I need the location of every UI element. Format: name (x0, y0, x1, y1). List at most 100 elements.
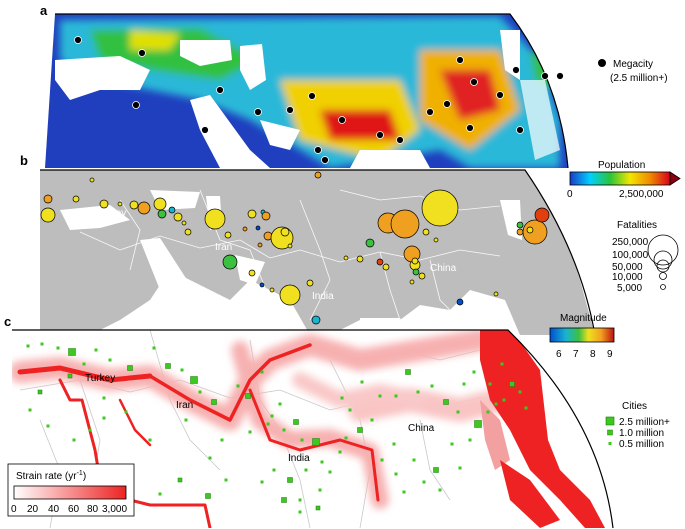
city-marker (281, 497, 287, 503)
city-marker (287, 477, 293, 483)
earthquake-marker (421, 189, 459, 227)
megacity-dot (396, 136, 404, 144)
city-marker (509, 381, 515, 387)
earthquake-marker (409, 279, 415, 285)
city-marker (340, 396, 344, 400)
megacity-legend-sublabel: (2.5 million+) (610, 73, 668, 84)
country-label-india-c: India (288, 453, 310, 464)
earthquake-marker (280, 227, 290, 237)
earthquake-marker (259, 282, 265, 288)
population-colorbar-arrow (669, 171, 681, 186)
strain-tick-40: 40 (48, 504, 60, 515)
city-legend-label-small: 0.5 million (619, 439, 664, 450)
city-marker (394, 472, 398, 476)
city-marker (266, 422, 270, 426)
city-marker (282, 428, 286, 432)
earthquake-marker (534, 207, 550, 223)
city-marker (108, 358, 112, 362)
earthquake-marker (279, 284, 301, 306)
country-label-turkey-b: Turkey (96, 208, 126, 219)
city-marker (236, 384, 240, 388)
earthquake-marker (43, 194, 53, 204)
city-marker (443, 399, 449, 405)
city-marker (360, 380, 364, 384)
city-marker (500, 362, 504, 366)
earthquake-marker (356, 255, 364, 263)
city-marker (278, 402, 282, 406)
city-legend-label-medium: 1.0 million (619, 428, 664, 439)
earthquake-marker (248, 269, 256, 277)
panel-a-label: a (40, 3, 48, 18)
earthquake-marker (343, 255, 349, 261)
earthquake-marker (493, 291, 499, 297)
city-marker (348, 408, 352, 412)
earthquake-marker (137, 201, 151, 215)
earthquake-marker (153, 197, 167, 211)
city-marker (37, 389, 43, 395)
country-label-iran-b: Iran (215, 242, 232, 253)
strain-legend-title: Strain rate (yr-1) (16, 470, 86, 482)
megacity-legend-label: Megacity (613, 59, 653, 70)
city-marker (208, 456, 212, 460)
city-marker (270, 414, 274, 418)
fatalities-circle-10000 (659, 272, 667, 280)
cities-legend-title: Cities (622, 401, 647, 412)
fatalities-circle-50000 (656, 259, 670, 273)
city-marker (315, 505, 321, 511)
magnitude-colorbar (549, 327, 615, 343)
megacity-dot (556, 72, 564, 80)
country-label-china-b: China (430, 263, 457, 274)
population-legend-min: 0 (567, 189, 573, 200)
fatalities-circle-5000 (660, 284, 666, 290)
city-marker (518, 390, 522, 394)
megacity-dot (376, 131, 384, 139)
city-marker (220, 438, 224, 442)
strain-tick-0: 0 (11, 504, 17, 515)
city-marker (344, 436, 348, 440)
city-marker (245, 393, 251, 399)
city-marker (88, 428, 92, 432)
city-marker (402, 490, 406, 494)
panel-a-population-map (45, 13, 569, 169)
earthquake-marker (376, 258, 384, 266)
earthquake-marker (224, 231, 232, 239)
city-marker (184, 418, 188, 422)
city-marker (165, 363, 171, 369)
city-marker (158, 492, 162, 496)
earthquake-marker (516, 221, 524, 229)
city-marker (56, 346, 60, 350)
city-marker (102, 396, 106, 400)
city-marker (394, 394, 398, 398)
magnitude-tick-7: 7 (573, 349, 579, 360)
city-marker (40, 342, 44, 346)
city-marker (392, 442, 396, 446)
city-marker (46, 424, 50, 428)
earthquake-marker (247, 209, 257, 219)
strain-tick-3000: 3,000 (102, 504, 127, 515)
city-marker (26, 344, 30, 348)
earthquake-marker (117, 201, 123, 207)
fatalities-label-10000: 10,000 (612, 272, 643, 283)
fatalities-legend: Fatalities 250,000 100,000 50,000 10,000… (612, 220, 679, 294)
megacity-dot (541, 72, 549, 80)
city-marker (72, 438, 76, 442)
megacity-dot (254, 108, 262, 116)
city-marker (28, 408, 32, 412)
city-marker (190, 376, 198, 384)
city-marker (472, 370, 476, 374)
earthquake-marker (173, 212, 183, 222)
earthquake-marker (255, 225, 261, 231)
city-marker (468, 438, 472, 442)
earthquake-marker (516, 228, 524, 236)
panel-c-label: c (4, 314, 11, 329)
country-label-iran-c: Iran (176, 400, 193, 411)
earthquake-marker (390, 209, 420, 239)
city-marker (127, 365, 133, 371)
earthquake-marker (412, 268, 420, 276)
earthquake-marker (314, 171, 322, 179)
earthquake-marker (257, 242, 263, 248)
panel-b-earthquake-map (40, 169, 596, 336)
city-marker (433, 467, 439, 473)
megacity-dot (138, 49, 146, 57)
population-legend-title: Population (598, 160, 645, 171)
